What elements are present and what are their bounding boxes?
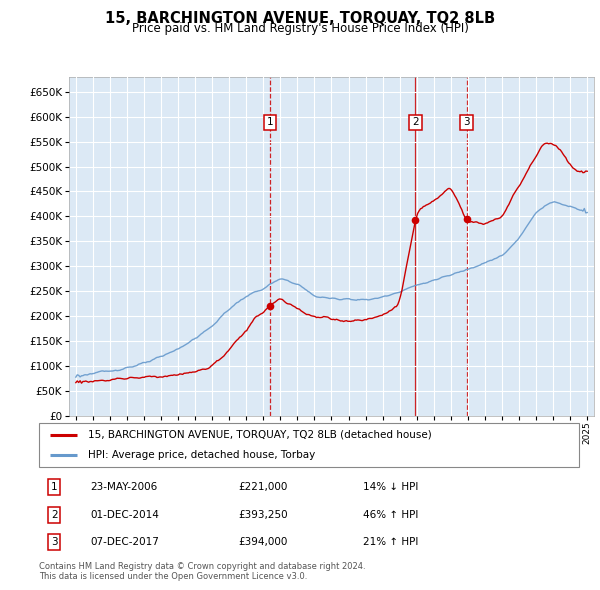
Text: 1: 1 xyxy=(267,117,274,127)
Text: Price paid vs. HM Land Registry's House Price Index (HPI): Price paid vs. HM Land Registry's House … xyxy=(131,22,469,35)
FancyBboxPatch shape xyxy=(39,423,579,467)
Text: 15, BARCHINGTON AVENUE, TORQUAY, TQ2 8LB: 15, BARCHINGTON AVENUE, TORQUAY, TQ2 8LB xyxy=(105,11,495,25)
Text: 14% ↓ HPI: 14% ↓ HPI xyxy=(363,483,418,493)
Text: 07-DEC-2017: 07-DEC-2017 xyxy=(90,537,159,547)
Text: 1: 1 xyxy=(51,483,58,493)
Text: 3: 3 xyxy=(463,117,470,127)
Text: 01-DEC-2014: 01-DEC-2014 xyxy=(90,510,159,520)
Text: 23-MAY-2006: 23-MAY-2006 xyxy=(90,483,158,493)
Text: £394,000: £394,000 xyxy=(239,537,288,547)
Text: 3: 3 xyxy=(51,537,58,547)
Text: HPI: Average price, detached house, Torbay: HPI: Average price, detached house, Torb… xyxy=(88,450,315,460)
Text: 21% ↑ HPI: 21% ↑ HPI xyxy=(363,537,418,547)
Text: £393,250: £393,250 xyxy=(239,510,289,520)
Text: This data is licensed under the Open Government Licence v3.0.: This data is licensed under the Open Gov… xyxy=(39,572,307,581)
Text: 2: 2 xyxy=(51,510,58,520)
Text: 2: 2 xyxy=(412,117,419,127)
Text: 15, BARCHINGTON AVENUE, TORQUAY, TQ2 8LB (detached house): 15, BARCHINGTON AVENUE, TORQUAY, TQ2 8LB… xyxy=(88,430,431,440)
Text: £221,000: £221,000 xyxy=(239,483,288,493)
Text: 46% ↑ HPI: 46% ↑ HPI xyxy=(363,510,418,520)
Text: Contains HM Land Registry data © Crown copyright and database right 2024.: Contains HM Land Registry data © Crown c… xyxy=(39,562,365,571)
